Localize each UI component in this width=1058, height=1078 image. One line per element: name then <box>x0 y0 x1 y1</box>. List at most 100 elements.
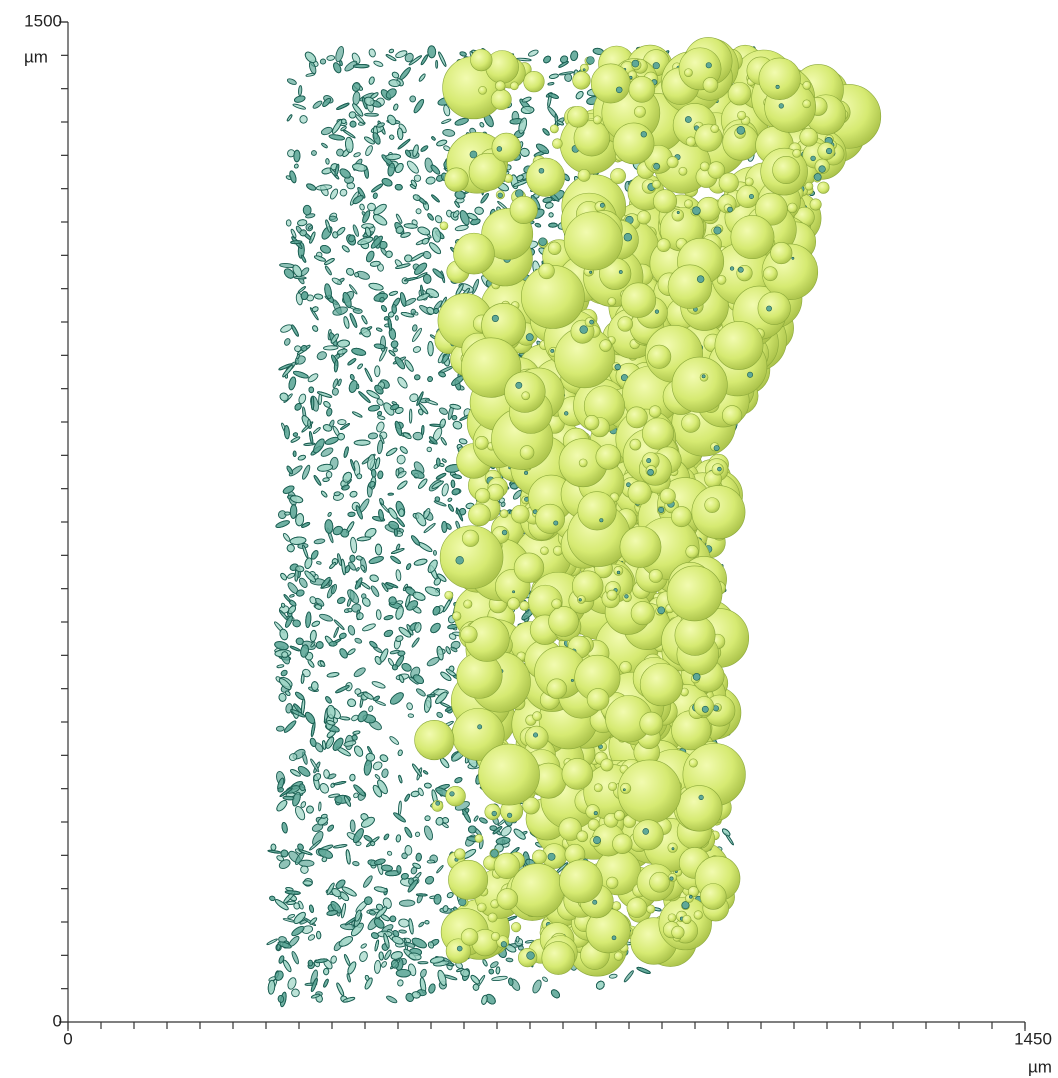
fiber <box>317 463 333 472</box>
particle <box>488 913 497 922</box>
fiber <box>266 938 278 945</box>
fiber <box>415 832 420 838</box>
fiber <box>268 850 282 854</box>
fiber <box>301 255 307 263</box>
fiber <box>428 46 436 58</box>
fiber <box>280 323 293 333</box>
particle <box>728 82 751 105</box>
fiber <box>386 995 398 1004</box>
fiber <box>324 258 335 266</box>
fiber <box>473 815 478 821</box>
fiber <box>316 641 323 648</box>
fiber <box>333 619 345 630</box>
fiber <box>289 594 294 598</box>
fiber <box>309 431 314 444</box>
fiber <box>364 113 378 116</box>
fiber <box>455 224 469 231</box>
fiber <box>286 220 291 227</box>
fiber <box>406 702 414 710</box>
fiber <box>329 188 339 200</box>
fiber <box>333 781 346 786</box>
fiber <box>368 76 375 85</box>
fiber <box>279 572 287 581</box>
particle <box>455 849 466 860</box>
fiber <box>415 208 422 215</box>
fiber <box>402 432 412 440</box>
fiber <box>350 555 355 562</box>
fiber <box>398 775 402 783</box>
particle <box>445 591 453 599</box>
fiber <box>324 696 332 705</box>
fiber <box>352 163 367 172</box>
fiber <box>424 875 435 886</box>
fiber <box>393 348 398 352</box>
fiber <box>280 669 288 677</box>
fiber <box>291 240 302 244</box>
fiber <box>396 454 407 465</box>
fiber <box>348 380 359 394</box>
fiber <box>338 419 346 424</box>
fiber <box>333 627 339 638</box>
fiber <box>343 316 350 329</box>
fiber <box>481 995 489 1005</box>
fiber <box>271 844 276 851</box>
fiber <box>383 629 393 638</box>
fiber <box>349 490 357 498</box>
particle <box>514 553 544 583</box>
fiber <box>369 640 379 649</box>
fiber <box>423 770 428 775</box>
particle <box>510 196 537 223</box>
fiber <box>307 659 315 668</box>
fiber <box>303 880 313 885</box>
particle <box>550 125 558 133</box>
fiber <box>452 210 460 219</box>
fiber <box>359 203 365 210</box>
fiber <box>327 55 335 61</box>
fiber <box>368 282 384 291</box>
fiber <box>298 577 309 589</box>
fiber <box>360 943 367 949</box>
fiber <box>352 91 360 105</box>
fiber <box>307 934 315 942</box>
fiber <box>369 574 379 582</box>
page: µm µm 0145001500 (() => { const data = J… <box>0 0 1058 1078</box>
fiber <box>414 374 420 380</box>
fiber <box>288 376 297 390</box>
fiber <box>289 170 298 183</box>
fiber <box>397 749 402 756</box>
fiber <box>381 768 389 778</box>
fiber <box>423 696 432 713</box>
fiber <box>623 970 634 983</box>
fiber <box>409 95 416 102</box>
fiber <box>480 193 490 204</box>
fiber <box>427 376 434 383</box>
particle <box>694 911 703 920</box>
fiber <box>399 509 405 517</box>
fiber <box>275 799 289 813</box>
fiber <box>330 584 337 595</box>
fiber <box>386 154 401 160</box>
fiber <box>348 512 356 517</box>
particle <box>524 71 545 92</box>
fiber <box>338 935 354 949</box>
fiber <box>439 418 446 428</box>
fiber <box>404 826 413 838</box>
fiber <box>349 120 357 128</box>
fiber <box>319 613 334 623</box>
fiber <box>414 175 421 182</box>
fiber <box>329 134 345 141</box>
fiber <box>388 691 405 707</box>
fiber <box>395 569 401 581</box>
fiber <box>294 163 299 169</box>
fiber <box>313 427 321 435</box>
fiber <box>393 103 399 110</box>
fiber <box>419 968 427 978</box>
fiber <box>371 469 376 477</box>
fiber <box>445 646 451 654</box>
fiber <box>306 183 317 192</box>
fiber <box>341 559 346 575</box>
pore <box>653 163 659 169</box>
fiber <box>310 630 317 642</box>
fiber <box>405 255 412 262</box>
fiber <box>339 188 349 198</box>
